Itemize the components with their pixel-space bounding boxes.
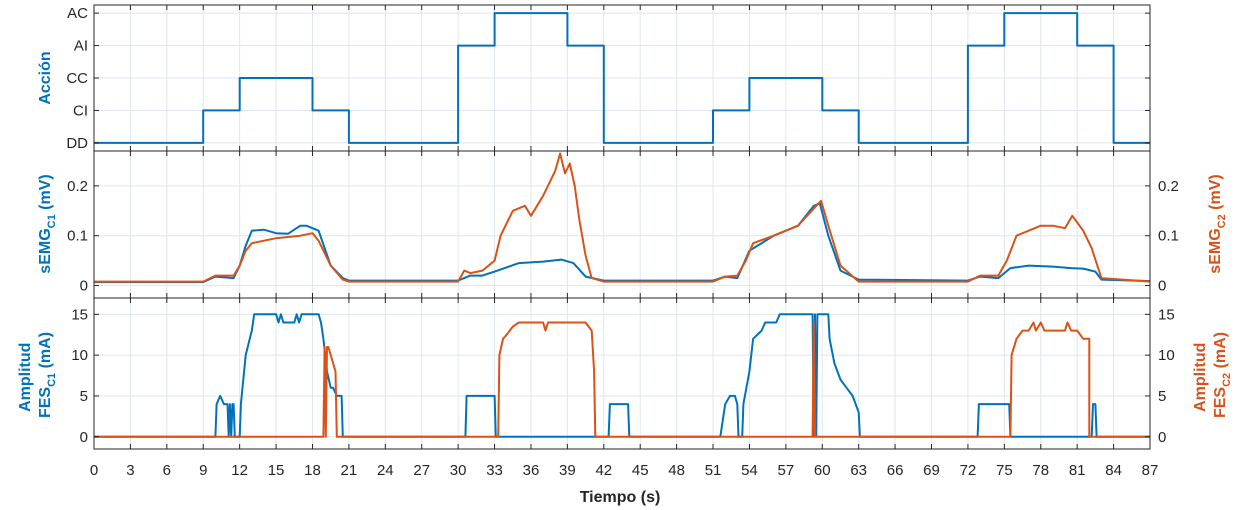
x-tick-label: 81 (1069, 462, 1086, 479)
x-tick-label: 0 (90, 462, 98, 479)
fes-left-unit: (mA) (37, 332, 54, 373)
y-tick-label-left: 0 (80, 429, 88, 446)
panel-fes-xtick-labels: 0 3 6 9 12 15 18 21 24 27 30 33 36 39 42 45 48 51 54 57 60 63… (90, 462, 1159, 479)
y-tick-label-left: 15 (71, 306, 88, 323)
panel-fes-series (94, 313, 1150, 438)
x-tick-label: 21 (341, 462, 358, 479)
x-tick-label: 66 (887, 462, 904, 479)
panel-accion-ticks: DD CI CC AI AC (66, 5, 1151, 152)
panel-semg-ylabel-left: sEMGC1 (mV) (37, 174, 58, 273)
x-tick-label: 78 (1032, 462, 1049, 479)
y-tick-label-left: AC (67, 5, 88, 22)
y-tick-label-right: 10 (1158, 347, 1175, 364)
panel-fes-ticks: 0 0 5 5 10 10 15 15 (71, 298, 1175, 449)
x-tick-label: 72 (960, 462, 977, 479)
y-tick-label-right: 0 (1158, 429, 1166, 446)
x-tick-label: 39 (559, 462, 576, 479)
semg-right-unit: (mV) (1207, 174, 1224, 214)
panel-fes-frame (93, 297, 1151, 450)
y-tick-label-left: AI (74, 38, 88, 55)
x-axis-label: Tiempo (s) (580, 489, 661, 506)
fes-right-line2: FESC2 (mA) (1212, 332, 1233, 418)
y-tick-label-left: 0 (80, 278, 88, 295)
panel-semg-series (94, 152, 1151, 284)
panel-accion-series (94, 12, 1150, 144)
y-tick-label-left: 0.2 (67, 178, 88, 195)
x-tick-label: 36 (523, 462, 540, 479)
panel-accion: DD CI CC AI AC Acción (37, 4, 1151, 152)
fes-left-sub: C1 (46, 373, 58, 387)
panel-fes-ylabel-left: Amplitud FESC1 (mA) (17, 332, 58, 418)
y-tick-label-left: 5 (80, 388, 88, 405)
y-tick-label-left: 0.1 (67, 228, 88, 245)
semg-right-sub: C2 (1216, 214, 1228, 228)
fes-right-line1: Amplitud (1192, 343, 1209, 412)
y-tick-label-right: 0.1 (1158, 228, 1179, 245)
x-tick-label: 63 (850, 462, 867, 479)
x-tick-label: 24 (377, 462, 394, 479)
panel-accion-ylabel: Acción (37, 51, 54, 104)
y-tick-label-right: 0.2 (1158, 178, 1179, 195)
x-tick-label: 87 (1142, 462, 1159, 479)
x-tick-label: 42 (595, 462, 612, 479)
x-tick-label: 75 (996, 462, 1013, 479)
x-tick-label: 27 (413, 462, 430, 479)
y-tick-label-right: 15 (1158, 306, 1175, 323)
fes-left-line2: FESC1 (mA) (37, 332, 58, 418)
series-line-c1 (94, 202, 1151, 284)
panel-semg: 0 00.1 0.10.2 0.2 sEMGC1 (mV) sEMGC2 (mV) (37, 150, 1228, 299)
x-tick-label: 51 (705, 462, 722, 479)
x-tick-label: 45 (632, 462, 649, 479)
x-tick-label: 9 (199, 462, 207, 479)
x-tick-label: 60 (814, 462, 831, 479)
series-line-c1 (94, 313, 1150, 438)
x-tick-label: 30 (450, 462, 467, 479)
y-tick-label-right: 5 (1158, 388, 1166, 405)
series-line-c1 (94, 12, 1150, 144)
x-tick-label: 69 (923, 462, 940, 479)
fes-right-unit: (mA) (1212, 332, 1229, 373)
semg-left-sub: C1 (46, 214, 58, 228)
panel-semg-ticks: 0 0 0.1 0.1 0.2 0.2 (67, 151, 1179, 298)
x-tick-label: 12 (231, 462, 248, 479)
x-tick-label: 6 (163, 462, 171, 479)
panel-fes-ylabel-right: Amplitud FESC2 (mA) (1192, 332, 1233, 418)
panel-semg-grid (93, 151, 1151, 298)
y-tick-label-left: 10 (71, 347, 88, 364)
x-tick-label: 48 (668, 462, 685, 479)
x-tick-label: 54 (741, 462, 758, 479)
series-line-c2 (94, 152, 1151, 283)
x-tick-label: 57 (778, 462, 795, 479)
x-tick-label: 15 (268, 462, 285, 479)
x-tick-label: 84 (1105, 462, 1122, 479)
fes-right-sub: C2 (1221, 373, 1233, 387)
y-tick-label-right: 0 (1158, 278, 1166, 295)
semg-left-unit: (mV) (37, 174, 54, 214)
y-tick-label-left: DD (66, 135, 88, 152)
y-tick-label-left: CI (73, 102, 88, 119)
series-line-c2 (94, 321, 1150, 438)
fes-right-base: FES (1212, 387, 1229, 418)
fes-left-line1: Amplitud (17, 343, 34, 412)
x-tick-label: 3 (126, 462, 134, 479)
fes-left-base: FES (37, 387, 54, 418)
semg-left-base: sEMG (37, 228, 54, 273)
x-tick-label: 18 (304, 462, 321, 479)
x-tick-label: 33 (486, 462, 503, 479)
semg-right-base: sEMG (1207, 228, 1224, 273)
panel-semg-ylabel-right: sEMGC2 (mV) (1207, 174, 1228, 273)
y-tick-label-left: CC (66, 70, 88, 87)
